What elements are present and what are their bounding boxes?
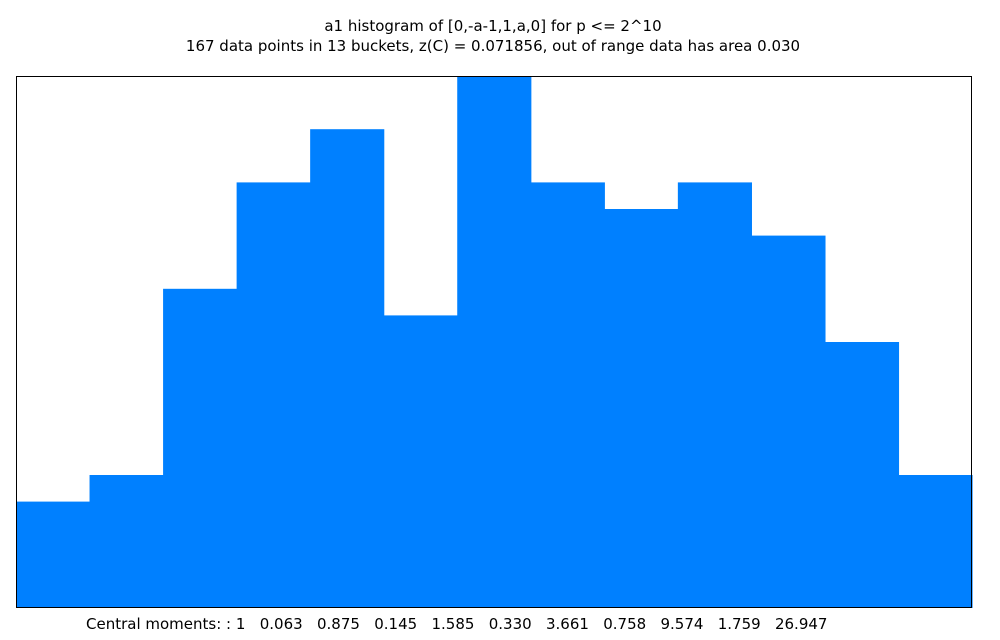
central-moment-value: 1	[231, 615, 246, 633]
central-moments-values: 1 0.063 0.875 0.145 1.585 0.330 3.661 0.…	[231, 615, 828, 633]
histogram-bar-13	[898, 475, 973, 608]
central-moment-value: 1.585	[417, 615, 475, 633]
histogram-bar-11	[751, 235, 826, 608]
central-moment-value: 0.063	[245, 615, 303, 633]
central-moments-label: Central moments: :	[86, 615, 232, 633]
histogram-bar-8	[530, 182, 605, 608]
histogram-bar-6	[383, 315, 458, 608]
central-moment-value: 0.758	[588, 615, 647, 633]
histogram-bar-12	[824, 342, 900, 608]
central-moment-value: 1.759	[703, 615, 761, 633]
central-moment-value: 26.947	[760, 615, 828, 633]
histogram-bar-9	[604, 209, 679, 608]
histogram-bar-10	[677, 182, 752, 608]
histogram-bar-5	[310, 129, 385, 608]
histogram-bars	[16, 76, 973, 608]
central-moments: Central moments: : 1 0.063 0.875 0.145 1…	[86, 615, 827, 633]
histogram-bar-3	[163, 288, 238, 608]
chart-title: a1 histogram of [0,-a-1,1,a,0] for p <= …	[324, 17, 662, 35]
plot-frame	[16, 76, 972, 608]
central-moment-value: 9.574	[646, 615, 704, 633]
central-moment-value: 3.661	[531, 615, 589, 633]
central-moment-value: 0.145	[359, 615, 418, 633]
central-moment-value: 0.330	[474, 615, 532, 633]
histogram-bar-4	[236, 182, 311, 608]
histogram-bar-7	[457, 76, 532, 608]
histogram-bar-2	[89, 475, 164, 608]
chart-subtitle: 167 data points in 13 buckets, z(C) = 0.…	[185, 37, 801, 55]
central-moment-value: 0.875	[302, 615, 360, 633]
histogram-bar-1	[16, 501, 91, 608]
